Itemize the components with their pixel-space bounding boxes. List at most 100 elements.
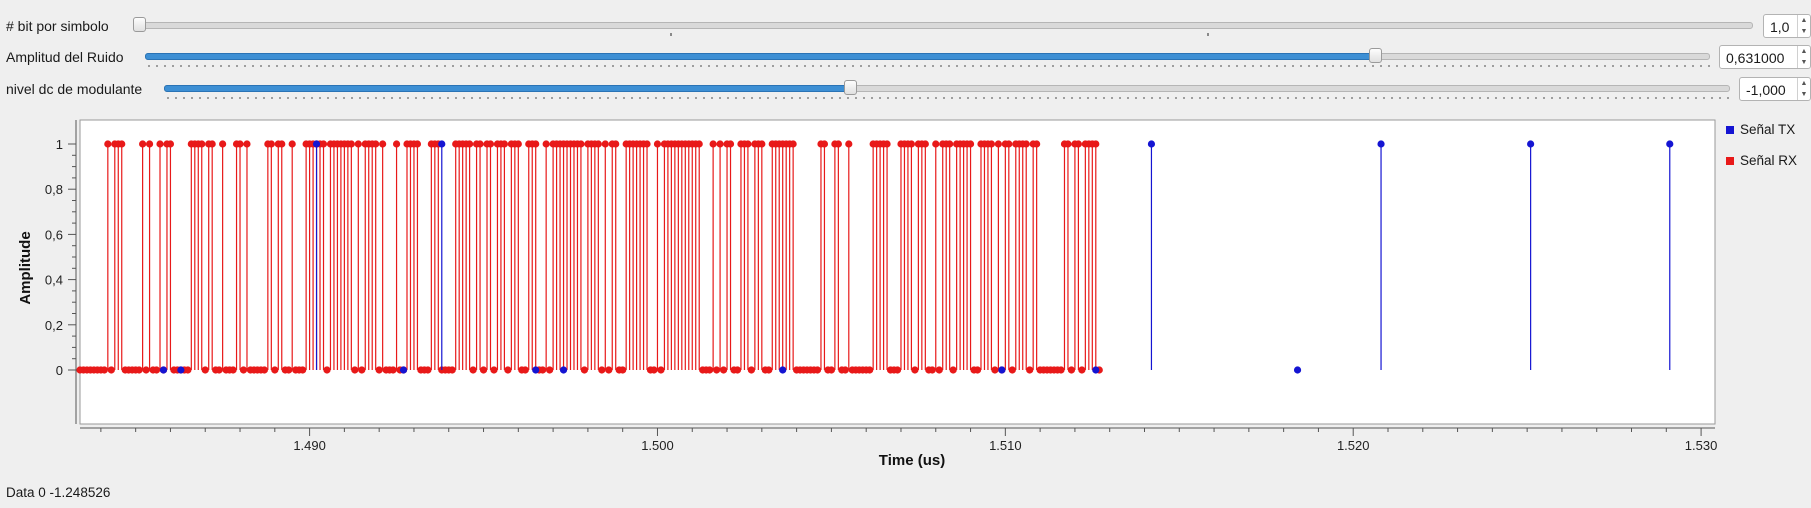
rx-point (653, 140, 662, 148)
status-readout: Data 0 -1.248526 (6, 485, 110, 500)
tx-point (177, 366, 185, 374)
rx-point (236, 140, 244, 148)
spin-arrows-icon[interactable]: ▲ ▼ (1797, 15, 1810, 37)
rx-point (706, 366, 714, 374)
rx-point (1057, 366, 1065, 374)
dc-slider[interactable] (164, 78, 1730, 100)
rx-point (1074, 140, 1082, 148)
rx-point (716, 140, 724, 148)
rx-point (1033, 140, 1041, 148)
rx-point (966, 140, 975, 148)
tx-point (559, 366, 568, 374)
rx-point (601, 140, 609, 148)
tx-point (438, 140, 446, 148)
rx-point (841, 366, 849, 374)
rx-point (514, 140, 522, 148)
rx-point (733, 366, 742, 374)
rx-point (747, 366, 755, 374)
rx-point (198, 140, 206, 148)
rx-point (323, 366, 331, 374)
x-axis: 1.490 1.500 1.510 1.520 1.530 (80, 427, 1717, 453)
rx-point (911, 366, 919, 374)
spin-arrows-icon[interactable]: ▲ ▼ (1797, 78, 1810, 100)
noise-label: Amplitud del Ruido (6, 49, 124, 65)
rx-point (413, 140, 422, 148)
noise-control-row: Amplitud del Ruido 0,631000 ▲ ▼ (0, 43, 1811, 71)
rx-point (145, 140, 154, 148)
y-axis: 0 0,2 0,4 0,6 0,8 1 (45, 120, 77, 424)
y-tick-label: 0,4 (45, 273, 63, 288)
rx-point (893, 366, 902, 374)
rx-point (650, 366, 658, 374)
rx-point (139, 140, 147, 148)
rx-point (358, 366, 366, 374)
rx-point (278, 140, 286, 148)
bits-label: # bit por simbolo (6, 18, 109, 34)
slider-handle[interactable] (844, 80, 857, 95)
tx-point (1293, 366, 1302, 374)
rx-point (744, 140, 752, 148)
time-plot[interactable]: 0 0,2 0,4 0,6 0,8 1 1.490 1.500 1.510 1.520 1.530… (0, 0, 1720, 475)
rx-point (866, 366, 874, 374)
rx-point (949, 366, 957, 374)
rx-point (946, 140, 954, 148)
rx-point (935, 366, 943, 374)
rx-point (713, 366, 721, 374)
rx-point (845, 140, 853, 148)
bits-value: 1,0 (1770, 19, 1790, 35)
rx-point (107, 366, 115, 374)
rx-point (834, 140, 842, 148)
plot-canvas (79, 119, 1716, 425)
rx-point (389, 366, 397, 374)
rx-point (1008, 366, 1016, 374)
rx-point (532, 140, 540, 148)
slider-tick (670, 33, 672, 36)
rx-point (100, 366, 108, 374)
rx-point (347, 140, 355, 148)
rx-point (987, 140, 996, 148)
rx-swatch-icon (1726, 157, 1734, 165)
tx-point (532, 366, 540, 374)
tx-point (1092, 366, 1100, 374)
rx-point (135, 366, 143, 374)
rx-point (486, 140, 495, 148)
rx-point (142, 366, 150, 374)
rx-point (612, 140, 620, 148)
tx-point (779, 366, 787, 374)
rx-point (104, 140, 112, 148)
noise-spinbox[interactable]: 0,631000 ▲ ▼ (1719, 45, 1811, 69)
y-axis-label: Amplitude (17, 231, 34, 304)
rx-point (208, 140, 216, 148)
rx-point (351, 366, 359, 374)
rx-point (118, 140, 126, 148)
rx-point (500, 140, 509, 148)
bits-spinbox[interactable]: 1,0 ▲ ▼ (1763, 14, 1811, 38)
rx-point (466, 140, 474, 148)
noise-slider[interactable] (145, 46, 1710, 68)
rx-point (1022, 140, 1030, 148)
spin-arrows-icon[interactable]: ▲ ▼ (1797, 46, 1810, 68)
rx-point (476, 140, 484, 148)
slider-handle[interactable] (1369, 48, 1382, 63)
rx-point (758, 140, 766, 148)
rx-point (271, 366, 279, 374)
status-value: -1.248526 (49, 485, 111, 500)
dc-spinbox[interactable]: -1,000 ▲ ▼ (1739, 77, 1811, 101)
rx-point (184, 366, 192, 374)
rx-point (354, 140, 362, 148)
rx-point (994, 140, 1002, 148)
rx-point (928, 366, 936, 374)
rx-point (260, 366, 268, 374)
y-tick-label: 0,8 (45, 182, 63, 197)
rx-point (1064, 140, 1072, 148)
bits-slider[interactable] (133, 15, 1753, 37)
rx-point (580, 366, 589, 374)
rx-series (76, 140, 1103, 374)
dc-value: -1,000 (1746, 82, 1786, 98)
rx-point (375, 366, 383, 374)
rx-point (643, 140, 651, 148)
slider-handle[interactable] (133, 17, 146, 32)
rx-point (883, 140, 891, 148)
tx-point (1147, 140, 1156, 148)
rx-point (695, 140, 703, 148)
